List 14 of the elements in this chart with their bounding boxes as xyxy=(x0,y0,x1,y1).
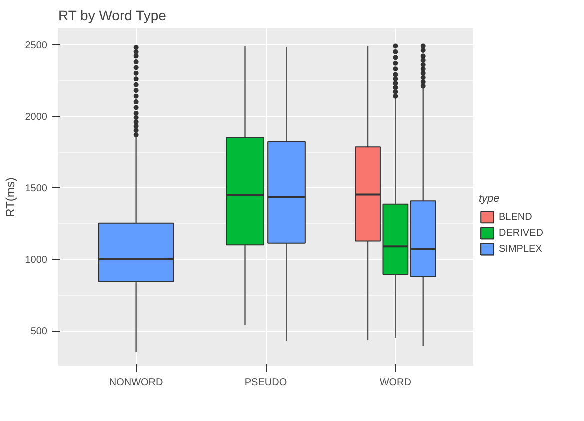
y-axis-title: RT(ms) xyxy=(3,178,18,218)
y-tick-label: 500 xyxy=(30,326,48,338)
x-tick-label: PSEUDO xyxy=(244,378,288,388)
legend-title: type xyxy=(479,193,501,205)
y-tick-label: 1000 xyxy=(25,254,48,266)
x-tick-label: NONWORD xyxy=(109,378,164,388)
chart-title: RT by Word Type xyxy=(58,8,167,24)
y-tick-label: 2500 xyxy=(25,40,48,52)
legend-label: SIMPLEX xyxy=(499,244,542,254)
y-tick-label: 2000 xyxy=(25,112,48,123)
legend-label: DERIVED xyxy=(499,228,544,238)
y-tick-label: 1500 xyxy=(25,183,48,194)
legend-label: BLEND xyxy=(499,212,532,222)
x-tick-label: WORD xyxy=(380,378,412,388)
